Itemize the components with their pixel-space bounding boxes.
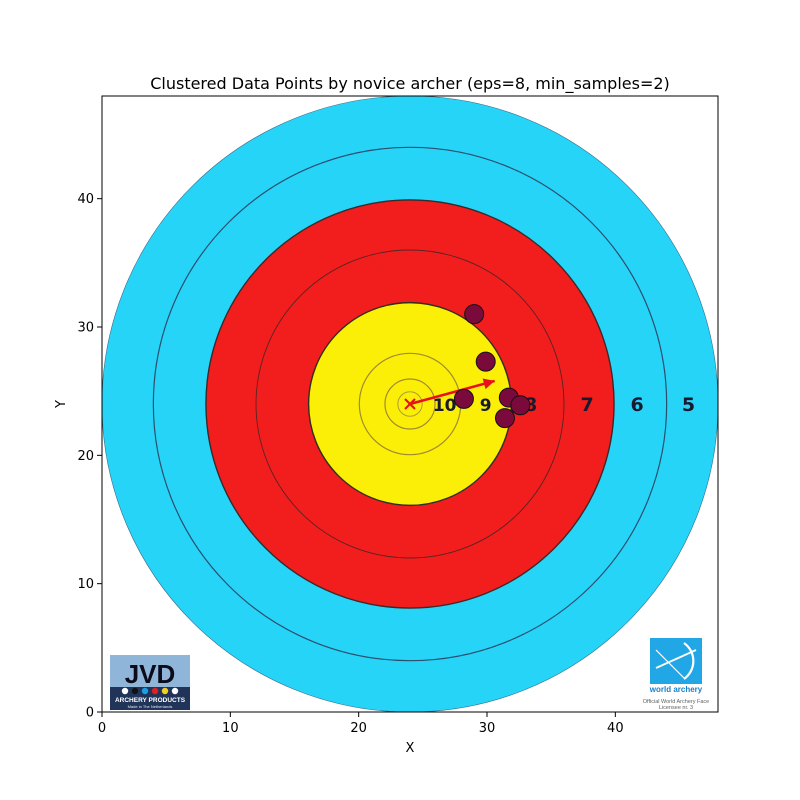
ring-number-7: 7 bbox=[580, 394, 593, 416]
data-point-5 bbox=[510, 395, 531, 416]
jvd-logo-dot bbox=[171, 687, 179, 695]
data-point-2 bbox=[475, 351, 496, 372]
y-axis-label: Y bbox=[54, 400, 69, 409]
world-archery-arrow-icon bbox=[655, 649, 697, 669]
jvd-logo-text: JVD bbox=[125, 659, 176, 689]
y-tick-label: 10 bbox=[77, 577, 94, 592]
plot-frame bbox=[101, 95, 719, 713]
x-tick-label: 40 bbox=[607, 721, 624, 736]
jvd-logo-subtitle: ARCHERY PRODUCTS bbox=[115, 697, 186, 704]
jvd-logo-dot bbox=[141, 687, 149, 695]
jvd-logo-dot bbox=[151, 687, 159, 695]
target-inner-ten-ring bbox=[397, 391, 423, 417]
ring-number-6: 6 bbox=[631, 394, 644, 416]
jvd-logo-fineprint: Made in The Netherlands bbox=[128, 704, 173, 709]
arrow-head bbox=[482, 378, 495, 390]
ring-number-10: 10 bbox=[433, 396, 457, 416]
ring-number-5: 5 bbox=[682, 394, 695, 416]
jvd-logo-top-band bbox=[110, 655, 190, 687]
data-point-3 bbox=[453, 388, 474, 409]
ring-number-9: 9 bbox=[480, 396, 492, 416]
world-archery-fineprint-1: Official World Archery Face bbox=[643, 699, 709, 705]
center-marker-stroke-2 bbox=[404, 398, 416, 410]
x-axis-label: X bbox=[406, 741, 415, 756]
scatter-points bbox=[453, 304, 531, 429]
world-archery-bow-icon bbox=[683, 642, 695, 680]
x-tick-label: 10 bbox=[222, 721, 239, 736]
world-archery-logo-text: world archery bbox=[649, 685, 703, 694]
y-axis: 0 10 20 30 40 bbox=[77, 192, 102, 721]
x-axis: 0 10 20 30 40 bbox=[98, 712, 624, 736]
jvd-logo-dot bbox=[161, 687, 169, 695]
x-tick-label: 30 bbox=[479, 721, 496, 736]
arrow-shaft bbox=[409, 379, 496, 406]
chart-title: Clustered Data Points by novice archer (… bbox=[150, 74, 670, 94]
data-point-6 bbox=[494, 408, 515, 429]
y-tick-label: 40 bbox=[77, 192, 94, 207]
world-archery-string-icon bbox=[655, 649, 685, 679]
x-tick-label: 20 bbox=[350, 721, 367, 736]
y-tick-label: 30 bbox=[77, 321, 94, 336]
jvd-logo-dot bbox=[121, 687, 129, 695]
y-tick-label: 20 bbox=[77, 449, 94, 464]
data-point-1 bbox=[464, 304, 485, 325]
world-archery-fineprint-2: Licensee nr. 3 bbox=[659, 705, 693, 711]
x-tick-label: 0 bbox=[98, 721, 106, 736]
y-tick-label: 0 bbox=[86, 706, 94, 721]
jvd-logo-dot bbox=[131, 687, 139, 695]
direction-arrow bbox=[404, 378, 496, 410]
